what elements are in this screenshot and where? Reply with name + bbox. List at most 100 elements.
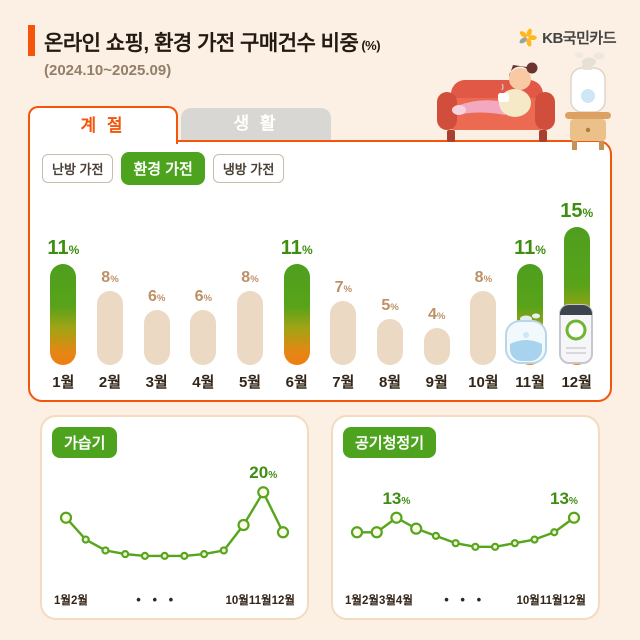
bar (330, 301, 357, 365)
bar-column: 11% 1월 (40, 196, 87, 392)
monthly-bar-chart: 11% 1월 8% 2월 6% 3월 6% 4월 8% 5월 11% 6월 7% 7월 5% 8월 4% 9월 8%… (40, 196, 600, 392)
side-table-icon (565, 112, 611, 150)
month-label: 3월 (145, 374, 168, 391)
bar (190, 310, 217, 365)
bar (237, 291, 264, 365)
bar-column: 8% 10월 (460, 196, 507, 392)
air-purifier-line-chart: 13% 13% (345, 467, 586, 575)
data-point (160, 551, 169, 561)
bar-column: 5% 8월 (367, 196, 414, 392)
kb-star-icon (519, 28, 537, 47)
page-title: 온라인 쇼핑, 환경 가전 구매건수 비중 (%) (44, 27, 381, 57)
bar-column: 8% 2월 (87, 196, 134, 392)
line-series (59, 486, 290, 561)
data-point (530, 535, 539, 544)
bar (283, 264, 310, 365)
month-label: 5월 (238, 374, 262, 391)
bar-column: 7% 7월 (320, 196, 367, 392)
axis-left-labels: 1월2월 (54, 595, 88, 607)
bar-value-label: 5% (381, 297, 399, 314)
month-label: 12월 (561, 374, 592, 391)
bar-value-label: 8% (101, 269, 119, 286)
month-label: 4월 (192, 374, 215, 391)
bar-column: 4% 9월 (413, 196, 460, 392)
bar-value-label: 7% (334, 279, 353, 296)
data-point (471, 542, 480, 551)
data-point (567, 511, 581, 524)
bar (470, 291, 497, 365)
title-unit: (%) (361, 38, 381, 53)
data-point (199, 549, 209, 559)
bar-value-label: 4% (427, 306, 446, 323)
bar (423, 328, 450, 365)
line-series (350, 511, 581, 551)
bar-value-label: 11% (47, 237, 80, 259)
brand-name: KB국민카드 (542, 30, 616, 47)
month-label: 6월 (285, 374, 308, 391)
bar (97, 291, 123, 365)
bar-column: 6% 3월 (133, 196, 180, 392)
bar-column: 8% 5월 (227, 196, 274, 392)
humidifier-panel: 가습기 20% 1월2월 • • • 10월11월12월 (40, 415, 309, 620)
data-point (59, 511, 73, 524)
axis-right-labels: 10월11월12월 (225, 595, 295, 607)
data-point (370, 526, 383, 539)
air-purifier-panel: 공기청정기 13% 13% 1월2월3월4월 • • • 10월11월12월 (331, 415, 600, 620)
bar-column: 6% 4월 (180, 196, 227, 392)
month-label: 7월 (332, 374, 355, 391)
month-label: 8월 (378, 374, 402, 391)
point-value-label: 13% (382, 488, 411, 508)
bar (143, 310, 170, 365)
bar-value-label: 11% (514, 237, 546, 259)
data-point (510, 539, 519, 548)
bar-value-label: 6% (147, 288, 166, 305)
main-panel: 난방 가전 환경 가전 냉방 가전 11% 1월 8% 2월 6% 3월 6% 4월 8% 5월 1… (28, 140, 612, 402)
tab-season[interactable]: 계 절 (28, 106, 178, 144)
filter-chips: 난방 가전 환경 가전 냉방 가전 (42, 152, 285, 185)
month-label: 1월 (52, 374, 75, 391)
x-axis-labels: 1월2월 • • • 10월11월12월 (54, 592, 295, 608)
data-point (180, 551, 189, 561)
bar-value-label: 8% (474, 269, 493, 286)
bar-value-label: 6% (194, 288, 213, 305)
title-accent-bar (28, 25, 35, 56)
humidifier-product-icon (505, 313, 547, 364)
data-point (410, 522, 423, 535)
month-label: 9월 (425, 374, 448, 391)
month-label: 10월 (468, 374, 499, 391)
trend-panels: 가습기 20% 1월2월 • • • 10월11월12월 공기청정기 13% 13… (40, 415, 600, 620)
air-purifier-badge: 공기청정기 (343, 427, 437, 458)
data-point (490, 542, 500, 551)
page-subtitle: (2024.10~2025.09) (44, 62, 172, 79)
data-point (550, 528, 559, 537)
data-point (431, 531, 441, 541)
axis-left-labels: 1월2월3월4월 (345, 595, 413, 607)
filter-chip-heating[interactable]: 난방 가전 (42, 154, 114, 183)
brand-logo: KB국민카드 (518, 27, 616, 48)
hero-illustration (437, 52, 611, 150)
bar-value-label: 8% (241, 269, 259, 286)
data-point (121, 549, 130, 559)
filter-chip-cooling[interactable]: 냉방 가전 (212, 154, 285, 183)
bar (377, 319, 404, 365)
data-point (276, 526, 290, 539)
month-label: 2월 (98, 374, 122, 391)
bar (50, 264, 77, 365)
tab-life[interactable]: 생 활 (181, 108, 331, 140)
data-point (81, 535, 90, 544)
data-point (219, 546, 228, 555)
axis-right-labels: 10월11월12월 (516, 595, 586, 607)
data-point (140, 551, 150, 561)
data-point (451, 539, 460, 548)
person-icon (452, 62, 538, 117)
filter-chip-environment[interactable]: 환경 가전 (121, 152, 205, 185)
page-title-text: 온라인 쇼핑, 환경 가전 구매건수 비중 (44, 32, 359, 55)
point-value-label: 20% (249, 463, 278, 483)
bar-value-label: 11% (280, 237, 313, 259)
data-point (257, 486, 270, 499)
air-purifier-product-icon (559, 304, 593, 364)
data-point (390, 511, 403, 524)
axis-ellipsis: • • • (444, 592, 486, 607)
axis-ellipsis: • • • (136, 592, 178, 607)
